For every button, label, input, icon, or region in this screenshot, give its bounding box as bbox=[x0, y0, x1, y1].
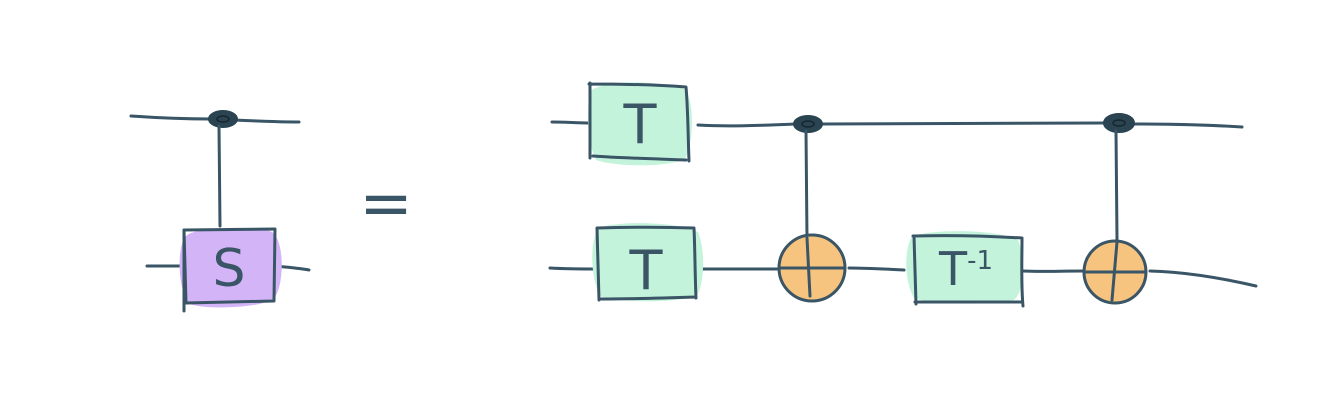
rhs-bottom-wire bbox=[548, 266, 1258, 288]
equals-sign: = bbox=[359, 167, 413, 241]
t-inverse-base: T bbox=[938, 242, 968, 296]
rhs-cnot-2 bbox=[1082, 113, 1148, 305]
rhs-top-wire bbox=[550, 120, 1244, 129]
cnot-2-control-line bbox=[1114, 129, 1119, 242]
t-inverse-label: T-1 bbox=[938, 242, 993, 296]
cnot-2-control-dot bbox=[1103, 113, 1135, 133]
cnot-1-target bbox=[777, 233, 847, 303]
rhs-cnot-1 bbox=[777, 115, 847, 303]
lhs-control-line bbox=[217, 124, 222, 228]
rhs-t-gate-bottom: T bbox=[592, 223, 704, 302]
cnot-1-control-line bbox=[804, 129, 809, 242]
t-gate-bottom-label: T bbox=[629, 239, 664, 302]
t-gate-bottom-highlight bbox=[592, 223, 704, 302]
cnot-2-target bbox=[1082, 239, 1148, 305]
t-gate-top-label: T bbox=[623, 93, 658, 156]
lhs-circuit: S bbox=[129, 110, 311, 313]
t-inverse-exponent: -1 bbox=[967, 246, 993, 276]
rhs-t-inverse-gate: T-1 bbox=[906, 231, 1025, 308]
lhs-s-gate: S bbox=[179, 227, 282, 313]
rhs-t-gate-top: T bbox=[587, 81, 692, 166]
rhs-circuit: T T T-1 bbox=[548, 81, 1258, 308]
s-gate-label: S bbox=[212, 239, 245, 299]
t-gate-top-highlight bbox=[587, 82, 692, 166]
s-gate-highlight bbox=[179, 227, 282, 308]
lhs-control-dot bbox=[208, 110, 238, 128]
lhs-top-wire bbox=[129, 114, 301, 124]
cnot-1-control-dot bbox=[793, 115, 823, 133]
t-inverse-highlight bbox=[906, 231, 1023, 304]
